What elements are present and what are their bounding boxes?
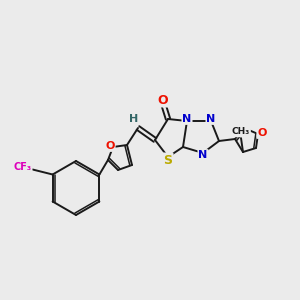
Text: O: O — [257, 128, 267, 138]
Text: N: N — [198, 150, 208, 160]
Text: O: O — [105, 141, 115, 151]
Text: CF₃: CF₃ — [14, 163, 32, 172]
Text: N: N — [182, 114, 192, 124]
Text: H: H — [129, 114, 139, 124]
Text: CH₃: CH₃ — [232, 128, 250, 136]
Text: S: S — [164, 154, 172, 166]
Text: N: N — [206, 114, 216, 124]
Text: O: O — [158, 94, 168, 106]
